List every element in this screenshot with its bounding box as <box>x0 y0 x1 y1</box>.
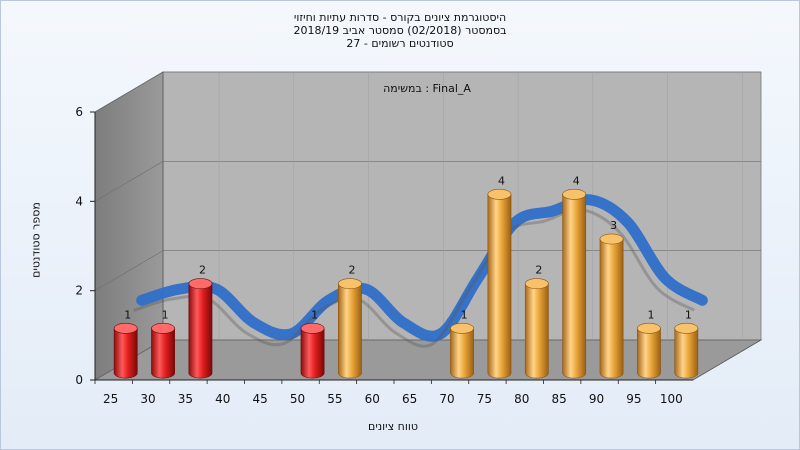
bar-35 <box>188 278 213 379</box>
y-axis-label: מספר סטודנטים <box>29 202 43 278</box>
x-tick-label-65: 65 <box>402 392 417 406</box>
x-tick-label-70: 70 <box>439 392 454 406</box>
bar-100 <box>674 322 699 379</box>
bar-70 <box>450 322 474 379</box>
bar-cap-100 <box>674 322 699 334</box>
x-tick-label-25: 25 <box>103 392 118 406</box>
data-label-85: 4 <box>573 174 580 187</box>
x-tick-label-45: 45 <box>253 392 268 406</box>
bar-cap-90 <box>599 233 624 245</box>
x-tick-label-85: 85 <box>552 392 567 406</box>
chart-subtitle: במשימה : Final_A <box>383 82 471 95</box>
bar-cap-50 <box>300 322 325 334</box>
x-tick-label-100: 100 <box>660 392 683 406</box>
data-label-80: 2 <box>535 264 542 277</box>
bar-30 <box>151 322 175 379</box>
trend-ribbon <box>136 194 708 342</box>
bar-body-90 <box>599 238 624 379</box>
data-label-100: 1 <box>685 308 692 321</box>
bar-cap-75 <box>487 188 512 200</box>
x-tick-label-30: 30 <box>140 392 155 406</box>
x-tick-label-75: 75 <box>477 392 492 406</box>
bar-95 <box>637 322 661 379</box>
chart-title-line-1: היסטוגרמת ציונים בקורס - סדרות עתיות וחי… <box>293 11 507 24</box>
bar-75 <box>487 188 512 379</box>
data-label-90: 3 <box>610 219 617 232</box>
bar-body-95 <box>637 328 661 379</box>
data-label-25: 1 <box>124 308 131 321</box>
bar-body-30 <box>151 328 175 379</box>
bar-body-25 <box>113 328 138 379</box>
x-tick-label-95: 95 <box>626 392 641 406</box>
bar-cap-55 <box>338 278 362 290</box>
bar-55 <box>338 278 362 379</box>
x-tick-label-80: 80 <box>514 392 529 406</box>
y-tick-label-2: 2 <box>75 284 83 298</box>
bar-body-100 <box>674 328 699 379</box>
bar-body-35 <box>188 283 213 379</box>
data-label-50: 1 <box>311 308 318 321</box>
y-tick-label-0: 0 <box>75 373 83 387</box>
bar-25 <box>113 322 138 379</box>
bar-cap-95 <box>637 322 661 334</box>
x-tick-label-35: 35 <box>178 392 193 406</box>
data-label-35: 2 <box>199 264 206 277</box>
data-label-30: 1 <box>162 308 169 321</box>
data-label-55: 2 <box>348 264 355 277</box>
gridline-6 <box>94 71 761 113</box>
bar-50 <box>300 322 325 379</box>
x-tick-label-60: 60 <box>365 392 380 406</box>
chart-title-line-3: סטודנטים רשומים - 27 <box>346 37 454 50</box>
bar-85 <box>562 188 587 379</box>
gridline-2 <box>94 250 761 291</box>
bar-80 <box>524 278 549 379</box>
x-tick-label-90: 90 <box>589 392 604 406</box>
data-label-70: 1 <box>461 308 468 321</box>
x-tick-label-50: 50 <box>290 392 305 406</box>
x-tick-label-40: 40 <box>215 392 230 406</box>
y-tick-label-4: 4 <box>75 194 83 208</box>
data-label-95: 1 <box>647 308 654 321</box>
x-tick-label-55: 55 <box>327 392 342 406</box>
bar-cap-70 <box>450 322 474 334</box>
bar-cap-25 <box>113 322 138 334</box>
gridline-4 <box>94 161 761 202</box>
bar-90 <box>599 233 624 379</box>
data-label-75: 4 <box>498 174 505 187</box>
y-tick-label-6: 6 <box>75 105 83 119</box>
bar-body-50 <box>300 328 325 379</box>
bar-body-80 <box>524 283 549 379</box>
bar-cap-80 <box>524 278 549 290</box>
bar-body-55 <box>338 283 362 379</box>
x-axis-label: טווח ציונים <box>368 420 418 433</box>
bar-body-75 <box>487 194 512 379</box>
bar-body-70 <box>450 328 474 379</box>
bar-cap-85 <box>562 188 587 200</box>
bar-cap-30 <box>151 322 175 334</box>
bar-cap-35 <box>188 278 213 290</box>
chart-title-line-2: בסמסטר (02/2018) סמסטר אביב 2018/19 <box>293 24 507 37</box>
trend-ribbon-shadow <box>133 208 696 348</box>
bar-body-85 <box>562 194 587 379</box>
